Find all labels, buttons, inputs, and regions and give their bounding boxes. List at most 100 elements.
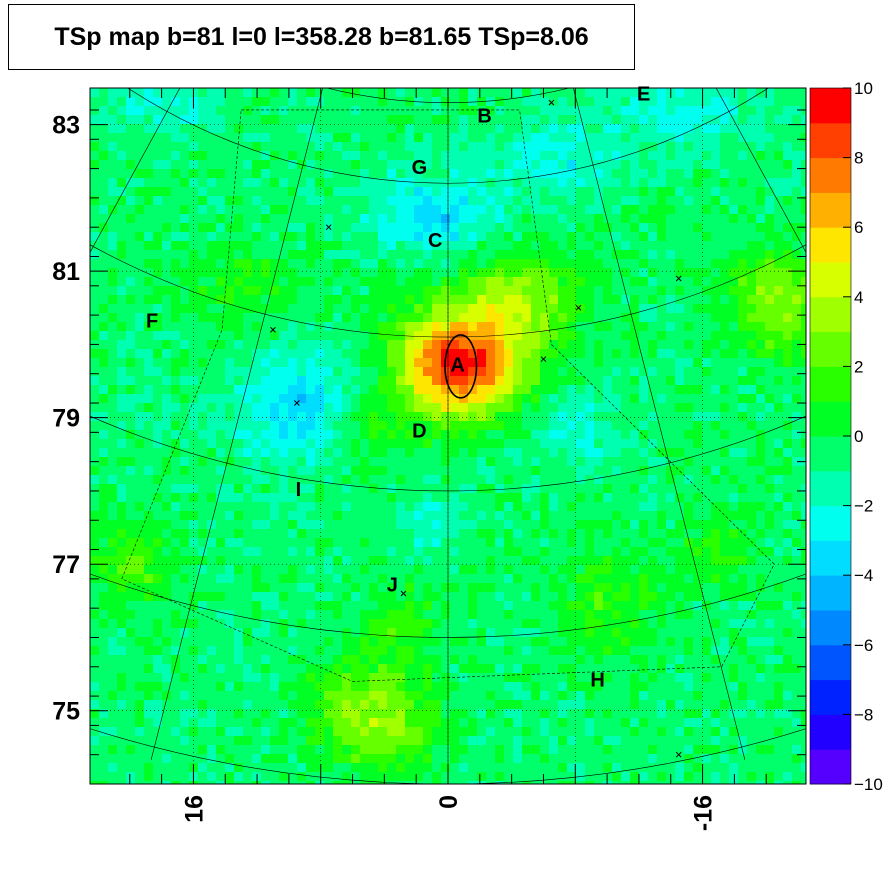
heatmap-cell — [567, 250, 576, 259]
heatmap-cell — [279, 151, 288, 160]
heatmap-cell — [783, 331, 792, 340]
heatmap-cell — [522, 574, 531, 583]
heatmap-cell — [324, 106, 333, 115]
heatmap-cell — [279, 367, 288, 376]
heatmap-cell — [387, 106, 396, 115]
heatmap-cell — [738, 583, 747, 592]
heatmap-cell — [234, 601, 243, 610]
heatmap-cell — [90, 475, 99, 484]
heatmap-cell — [432, 592, 441, 601]
heatmap-cell — [297, 340, 306, 349]
heatmap-cell — [720, 133, 729, 142]
heatmap-cell — [351, 394, 360, 403]
heatmap-cell — [180, 637, 189, 646]
heatmap-cell — [594, 268, 603, 277]
heatmap-cell — [288, 628, 297, 637]
heatmap-cell — [495, 601, 504, 610]
heatmap-cell — [243, 178, 252, 187]
heatmap-cell — [477, 160, 486, 169]
heatmap-cell — [486, 151, 495, 160]
heatmap-cell — [756, 223, 765, 232]
heatmap-cell — [423, 394, 432, 403]
heatmap-cell — [396, 574, 405, 583]
heatmap-cell — [369, 583, 378, 592]
heatmap-cell — [486, 610, 495, 619]
heatmap-cell — [288, 232, 297, 241]
heatmap-cell — [801, 421, 806, 430]
heatmap-cell — [360, 304, 369, 313]
heatmap-cell — [576, 196, 585, 205]
heatmap-cell — [486, 475, 495, 484]
heatmap-cell — [351, 385, 360, 394]
heatmap-cell — [423, 484, 432, 493]
heatmap-cell — [387, 547, 396, 556]
heatmap-cell — [333, 529, 342, 538]
heatmap-cell — [378, 160, 387, 169]
heatmap-cell — [180, 151, 189, 160]
heatmap-cell — [558, 592, 567, 601]
heatmap-cell — [585, 511, 594, 520]
heatmap-cell — [117, 178, 126, 187]
heatmap-cell — [495, 304, 504, 313]
heatmap-cell — [792, 295, 801, 304]
heatmap-cell — [414, 565, 423, 574]
heatmap-cell — [621, 97, 630, 106]
heatmap-cell — [288, 358, 297, 367]
heatmap-cell — [216, 556, 225, 565]
heatmap-cell — [666, 232, 675, 241]
heatmap-cell — [108, 358, 117, 367]
heatmap-cell — [270, 331, 279, 340]
heatmap-cell — [648, 250, 657, 259]
heatmap-cell — [432, 448, 441, 457]
heatmap-cell — [189, 214, 198, 223]
heatmap-cell — [99, 376, 108, 385]
heatmap-cell — [180, 268, 189, 277]
heatmap-cell — [486, 412, 495, 421]
heatmap-cell — [216, 511, 225, 520]
heatmap-cell — [657, 322, 666, 331]
heatmap-cell — [495, 547, 504, 556]
heatmap-cell — [729, 520, 738, 529]
heatmap-cell — [720, 322, 729, 331]
heatmap-cell — [801, 187, 806, 196]
heatmap-cell — [243, 358, 252, 367]
heatmap-cell — [135, 106, 144, 115]
heatmap-cell — [414, 403, 423, 412]
heatmap-cell — [459, 214, 468, 223]
heatmap-cell — [648, 520, 657, 529]
heatmap-cell — [180, 340, 189, 349]
heatmap-cell — [171, 160, 180, 169]
heatmap-cell — [459, 340, 468, 349]
heatmap-cell — [792, 241, 801, 250]
heatmap-cell — [117, 304, 126, 313]
heatmap-cell — [450, 160, 459, 169]
heatmap-cell — [153, 619, 162, 628]
heatmap-cell — [648, 106, 657, 115]
heatmap-cell — [153, 520, 162, 529]
heatmap-cell — [108, 439, 117, 448]
heatmap-cell — [549, 295, 558, 304]
heatmap-cell — [279, 529, 288, 538]
heatmap-cell — [450, 574, 459, 583]
heatmap-cell — [468, 88, 477, 97]
heatmap-cell — [297, 124, 306, 133]
heatmap-cell — [225, 574, 234, 583]
heatmap-cell — [486, 88, 495, 97]
heatmap-cell — [630, 583, 639, 592]
heatmap-cell — [333, 133, 342, 142]
heatmap-cell — [117, 529, 126, 538]
heatmap-cell — [405, 151, 414, 160]
heatmap-cell — [558, 340, 567, 349]
heatmap-cell — [585, 520, 594, 529]
heatmap-cell — [531, 511, 540, 520]
heatmap-cell — [567, 403, 576, 412]
heatmap-cell — [594, 322, 603, 331]
heatmap-cell — [261, 385, 270, 394]
heatmap-cell — [126, 367, 135, 376]
heatmap-cell — [234, 295, 243, 304]
heatmap-cell — [477, 322, 486, 331]
heatmap-cell — [783, 349, 792, 358]
heatmap-cell — [279, 610, 288, 619]
heatmap-cell — [675, 196, 684, 205]
heatmap-cell — [243, 646, 252, 655]
